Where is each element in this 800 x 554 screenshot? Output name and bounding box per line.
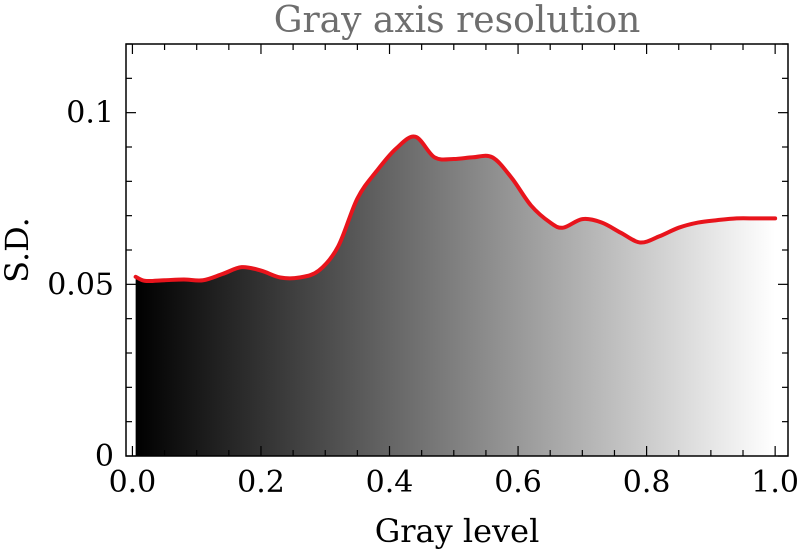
y-axis-title: S.D. — [0, 217, 36, 283]
x-axis-title: Gray level — [375, 512, 540, 550]
x-tick-label: 0.6 — [494, 465, 542, 500]
y-tick-label: 0.05 — [47, 267, 114, 302]
x-tick-label: 0.8 — [623, 465, 671, 500]
y-tick-label: 0 — [95, 439, 114, 474]
x-tick-label: 0.4 — [366, 465, 414, 500]
x-axis: 0.0 0.2 0.4 0.6 0.8 1.0 — [109, 44, 799, 500]
chart-title: Gray axis resolution — [274, 0, 641, 41]
series-line — [133, 134, 778, 284]
x-tick-label: 0.2 — [237, 465, 285, 500]
x-tick-label: 1.0 — [751, 465, 799, 500]
x-tick-label: 0.0 — [109, 465, 157, 500]
area-fill — [135, 136, 776, 456]
y-tick-label: 0.1 — [66, 96, 114, 131]
y-axis: 0 0.05 0.1 — [47, 43, 788, 474]
